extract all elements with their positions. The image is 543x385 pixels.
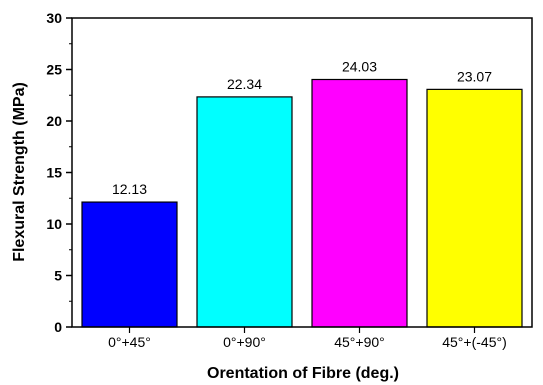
y-tick-label-1: 5 bbox=[54, 268, 62, 284]
data-label-2: 22.34 bbox=[227, 76, 262, 92]
x-axis-title: Orentation of Fibre (deg.) bbox=[207, 365, 399, 382]
x-tick-label-4: 45°+(-45°) bbox=[442, 334, 507, 350]
bars-group: 12.13 22.34 24.03 23.07 bbox=[81, 58, 523, 328]
data-label-1: 12.13 bbox=[112, 181, 147, 197]
bar-3 bbox=[311, 78, 408, 328]
data-label-3: 24.03 bbox=[342, 58, 377, 74]
y-tick-label-2: 10 bbox=[46, 216, 62, 232]
y-axis-title: Flexural Strength (MPa) bbox=[11, 82, 28, 262]
y-tick-label-5: 25 bbox=[46, 62, 62, 78]
data-label-4: 23.07 bbox=[457, 68, 492, 84]
y-tick-label-0: 0 bbox=[54, 319, 62, 335]
y-tick-label-6: 30 bbox=[46, 10, 62, 26]
y-tick-label-3: 15 bbox=[46, 165, 62, 181]
x-tick-label-1: 0°+45° bbox=[108, 334, 151, 350]
x-tick-label-3: 45°+90° bbox=[334, 334, 385, 350]
bar-4 bbox=[426, 88, 523, 328]
y-tick-label-4: 20 bbox=[46, 113, 62, 129]
x-tick-label-2: 0°+90° bbox=[223, 334, 266, 350]
axes-group: 0°+45° 0°+90° 45°+90° 45°+(-45°) 0 5 10 15 20 25 3… bbox=[46, 10, 533, 350]
bar-1 bbox=[81, 201, 178, 328]
bar-2 bbox=[196, 96, 293, 328]
